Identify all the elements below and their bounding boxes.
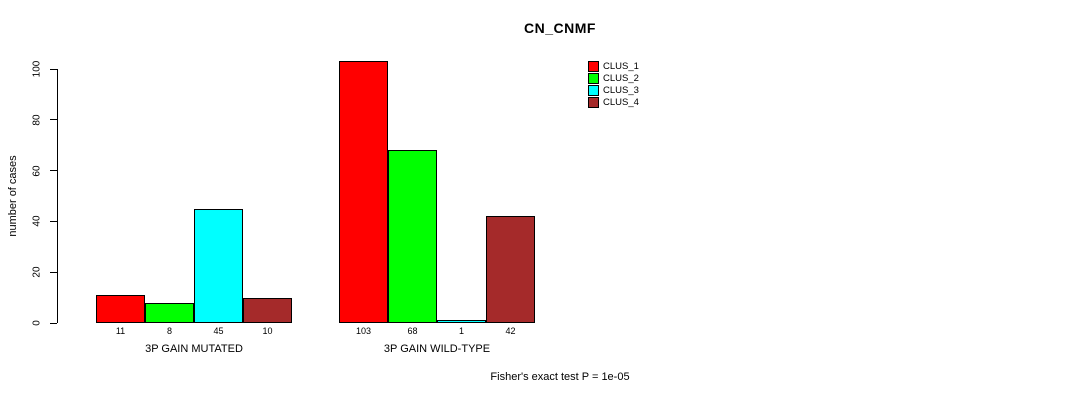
bar-clus_2 xyxy=(145,302,194,323)
bar-clus_1 xyxy=(96,295,145,323)
group-label: 3P GAIN WILD-TYPE xyxy=(383,343,491,355)
bar-clus_1 xyxy=(339,61,388,323)
y-tick-mark xyxy=(50,119,57,121)
y-axis-label: number of cases xyxy=(7,155,19,237)
bar-clus_3 xyxy=(437,320,486,323)
legend-swatch xyxy=(588,72,599,84)
bar-value-label: 42 xyxy=(505,326,516,336)
bar-clus_4 xyxy=(486,216,535,323)
y-tick-label: 40 xyxy=(31,215,43,227)
y-tick-mark xyxy=(50,220,57,222)
bar-clus_4 xyxy=(243,297,292,323)
footer-note: Fisher's exact test P = 1e-05 xyxy=(490,371,630,383)
legend-label: CLUS_4 xyxy=(603,96,639,108)
legend: CLUS_1 CLUS_2 CLUS_3 CLUS_4 xyxy=(588,60,639,108)
y-tick-mark xyxy=(50,322,57,324)
y-tick-mark xyxy=(50,68,57,70)
bar-value-label: 103 xyxy=(355,326,372,336)
bar-value-label: 68 xyxy=(407,326,418,336)
y-tick-label: 100 xyxy=(31,60,43,78)
bar-value-label: 10 xyxy=(262,326,273,336)
legend-item-clus_3: CLUS_3 xyxy=(588,84,639,96)
bar-clus_2 xyxy=(388,150,437,323)
legend-swatch xyxy=(588,60,599,72)
legend-swatch xyxy=(588,96,599,108)
group-label: 3P GAIN MUTATED xyxy=(145,343,243,355)
legend-item-clus_1: CLUS_1 xyxy=(588,60,639,72)
y-tick-label: 0 xyxy=(31,320,43,326)
bar-value-label: 1 xyxy=(458,326,464,336)
chart-title: CN_CNMF xyxy=(524,20,596,36)
legend-label: CLUS_2 xyxy=(603,72,639,84)
legend-label: CLUS_3 xyxy=(603,84,639,96)
bar-value-label: 11 xyxy=(115,326,126,336)
y-tick-label: 60 xyxy=(31,165,43,177)
bar-value-label: 8 xyxy=(166,326,172,336)
bar-value-label: 45 xyxy=(213,326,224,336)
legend-label: CLUS_1 xyxy=(603,60,639,72)
y-tick-label: 20 xyxy=(31,266,43,278)
y-tick-label: 80 xyxy=(31,114,43,126)
bar-clus_3 xyxy=(194,208,243,323)
legend-item-clus_2: CLUS_2 xyxy=(588,72,639,84)
y-tick-mark xyxy=(50,271,57,273)
legend-item-clus_4: CLUS_4 xyxy=(588,96,639,108)
y-axis-line xyxy=(57,69,58,323)
y-tick-mark xyxy=(50,170,57,172)
legend-swatch xyxy=(588,84,599,96)
